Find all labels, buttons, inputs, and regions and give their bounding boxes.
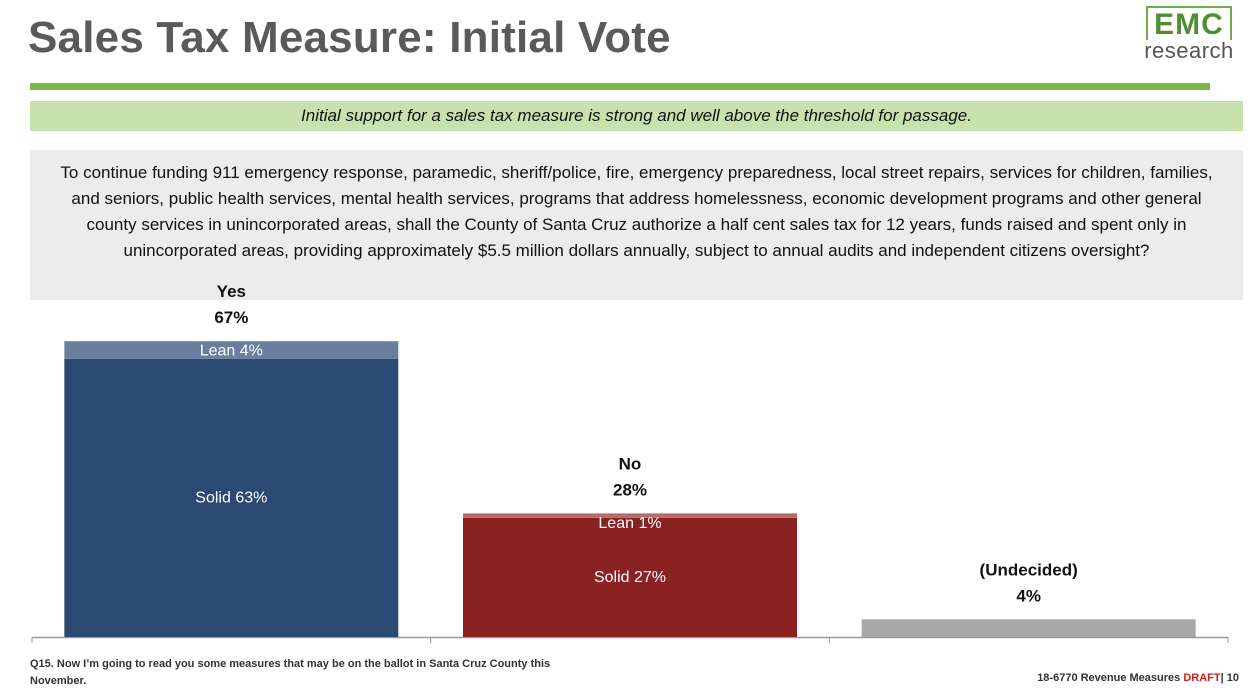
bar-segment-1-0 — [463, 517, 797, 637]
category-label: No — [619, 454, 642, 473]
bar-segment-0-0 — [64, 358, 399, 637]
footer-project: 18-6770 Revenue Measures DRAFT| 10 — [1037, 672, 1239, 684]
segment-label: Solid 27% — [594, 569, 666, 586]
title-rule — [30, 83, 1210, 90]
footer-project-name: 18-6770 Revenue Measures — [1037, 672, 1184, 684]
key-finding: Initial support for a sales tax measure … — [30, 101, 1243, 131]
segment-label: Lean 1% — [598, 515, 661, 532]
question-footnote: Q15. Now I’m going to read you some meas… — [30, 658, 551, 687]
question-text: To continue funding 911 emergency respon… — [30, 150, 1243, 300]
category-label: (Undecided) — [980, 560, 1078, 579]
bar-segment-1-1 — [463, 513, 797, 518]
logo-emc-text: EMC — [1146, 6, 1232, 40]
category-total-label: 4% — [1016, 586, 1041, 605]
emc-research-logo: EMC research — [1137, 6, 1241, 88]
bar-segment-2-0 — [861, 619, 1196, 637]
category-total-label: 28% — [613, 480, 647, 499]
slide-title: Sales Tax Measure: Initial Vote — [28, 13, 671, 62]
segment-label: Lean 4% — [200, 343, 263, 360]
draft-label: DRAFT — [1183, 672, 1221, 684]
logo-research-text: research — [1144, 38, 1234, 63]
bar-segment-0-1 — [64, 341, 399, 359]
category-label: Yes — [217, 282, 246, 301]
category-total-label: 67% — [214, 308, 248, 327]
segment-label: Solid 63% — [195, 489, 267, 506]
page-number: | 10 — [1220, 672, 1239, 684]
